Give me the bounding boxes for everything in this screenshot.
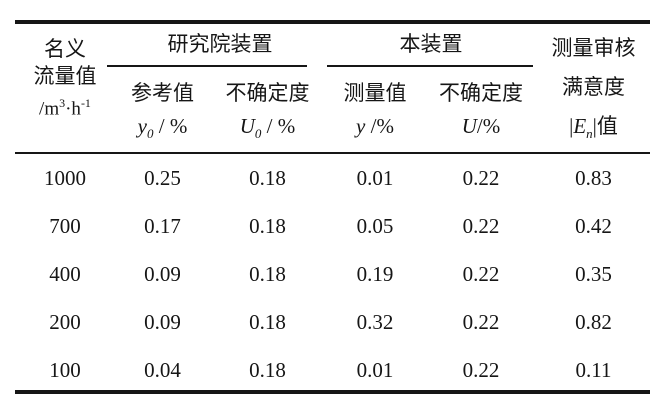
cell-y0: 0.04 — [144, 357, 181, 382]
group-header-this-rig: 本装置 — [325, 20, 537, 67]
cell-y0: 0.25 — [144, 165, 181, 190]
cell-en: 0.82 — [575, 309, 612, 334]
cell-flow: 1000 — [44, 165, 86, 190]
uncertainty-u0-label: 不确定度 — [225, 81, 310, 105]
column-header-measured-value: 测量值 y /% — [325, 66, 425, 154]
cell-en: 0.42 — [575, 213, 612, 238]
cell-flow: 700 — [49, 213, 81, 238]
table-row: 400 0.09 0.18 0.19 0.22 0.35 — [15, 250, 650, 298]
table-bottom-rule — [15, 390, 650, 394]
uncertainty-u0-symbol: U0 / % — [239, 114, 296, 142]
cell-y: 0.01 — [356, 357, 394, 382]
group-header-institute-rig: 研究院装置 — [107, 20, 325, 67]
cell-u: 0.22 — [462, 213, 500, 238]
cell-y: 0.01 — [356, 165, 394, 190]
cell-u0: 0.18 — [249, 357, 286, 382]
cell-flow: 100 — [49, 357, 81, 382]
column-header-reference-value: 参考值 y0 / % — [115, 66, 210, 154]
cell-y0: 0.09 — [144, 309, 181, 334]
cell-en: 0.11 — [575, 357, 612, 382]
column-header-uncertainty-u0: 不确定度 U0 / % — [210, 66, 325, 154]
table-header: 名义 流量值 /m3·h-1 研究院装置 本装置 测量审核 满意度 |En|值 … — [15, 20, 650, 154]
nominal-flow-unit: /m3·h-1 — [39, 95, 91, 120]
uncertainty-u-label: 不确定度 — [439, 81, 523, 105]
cell-y: 0.19 — [356, 261, 394, 286]
cell-u0: 0.18 — [249, 309, 286, 334]
table-row: 100 0.04 0.18 0.01 0.22 0.11 — [15, 346, 650, 394]
cell-en: 0.35 — [575, 261, 612, 286]
group-header-institute-rig-label: 研究院装置 — [167, 32, 273, 56]
cell-flow: 200 — [49, 309, 81, 334]
cell-y: 0.05 — [356, 213, 394, 238]
column-header-en-value: 测量审核 满意度 |En|值 — [537, 20, 650, 154]
reference-value-symbol: y0 / % — [137, 114, 188, 142]
cell-u: 0.22 — [462, 165, 500, 190]
column-header-uncertainty-u: 不确定度 U/% — [425, 66, 537, 154]
cell-u: 0.22 — [462, 261, 500, 286]
reference-value-label: 参考值 — [131, 81, 194, 105]
cell-u0: 0.18 — [249, 165, 286, 190]
table-row: 700 0.17 0.18 0.05 0.22 0.42 — [15, 202, 650, 250]
en-header-line1: 测量审核 — [551, 35, 636, 60]
en-header-symbol: |En|值 — [569, 113, 618, 141]
en-header-line2: 满意度 — [562, 74, 625, 99]
group-header-this-rig-label: 本装置 — [399, 32, 463, 56]
cell-en: 0.83 — [575, 165, 612, 190]
cell-u: 0.22 — [462, 357, 500, 382]
table-row: 200 0.09 0.18 0.32 0.22 0.82 — [15, 298, 650, 346]
cell-y0: 0.17 — [144, 213, 181, 238]
nominal-flow-line2: 流量值 — [33, 63, 97, 88]
cell-y: 0.32 — [356, 309, 394, 334]
nominal-flow-line1: 名义 — [44, 36, 86, 61]
cell-u0: 0.18 — [249, 213, 286, 238]
cell-u: 0.22 — [462, 309, 500, 334]
table-top-rule — [15, 20, 650, 24]
measured-value-symbol: y /% — [356, 114, 394, 138]
cell-flow: 400 — [49, 261, 81, 286]
measured-value-label: 测量值 — [343, 81, 407, 105]
column-header-nominal-flow: 名义 流量值 /m3·h-1 — [15, 20, 115, 154]
table-header-rule — [15, 152, 650, 154]
table-row: 1000 0.25 0.18 0.01 0.22 0.83 — [15, 154, 650, 202]
cell-u0: 0.18 — [249, 261, 286, 286]
measurement-audit-table: 名义 流量值 /m3·h-1 研究院装置 本装置 测量审核 满意度 |En|值 … — [15, 20, 650, 394]
uncertainty-u-symbol: U/% — [461, 114, 501, 138]
cell-y0: 0.09 — [144, 261, 181, 286]
